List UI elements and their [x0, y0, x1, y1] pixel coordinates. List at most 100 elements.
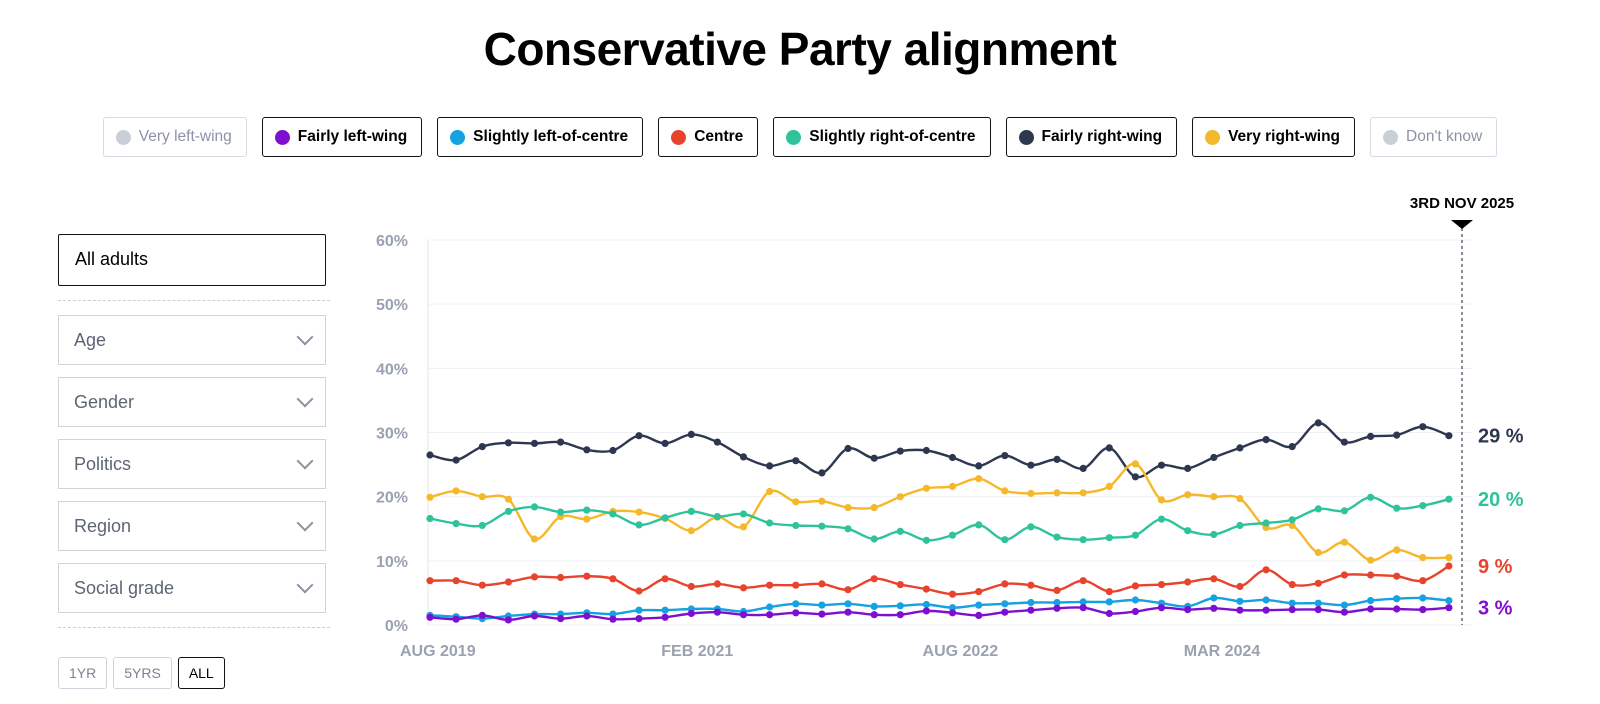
data-point [1262, 606, 1270, 614]
data-point [922, 446, 931, 455]
series-very-right-wing [426, 460, 1453, 564]
data-point [609, 615, 617, 623]
data-point [1340, 507, 1348, 515]
data-point [1079, 536, 1087, 544]
data-point [1367, 556, 1375, 564]
data-point [844, 586, 852, 594]
legend-toggle-slightly-right-of-centre[interactable]: Slightly right-of-centre [773, 117, 991, 157]
chevron-down-icon [296, 514, 314, 532]
data-point [948, 482, 957, 490]
data-point [896, 581, 904, 589]
data-point [1157, 461, 1166, 469]
data-point [713, 580, 722, 588]
y-tick-label: 0% [385, 618, 408, 635]
data-point [1001, 608, 1009, 616]
data-point [687, 582, 695, 591]
legend-label: Fairly left-wing [297, 128, 408, 145]
data-point [713, 438, 722, 446]
data-point [1419, 554, 1427, 562]
data-point [1157, 604, 1166, 612]
age-dropdown[interactable]: Age [58, 315, 326, 365]
data-point [1262, 519, 1270, 527]
data-point [922, 536, 931, 544]
data-point [504, 495, 512, 503]
data-point [1184, 491, 1192, 499]
data-point [975, 601, 983, 609]
data-point [1131, 473, 1139, 481]
data-point [896, 447, 904, 455]
legend-dot-icon [1205, 129, 1221, 145]
social-grade-dropdown[interactable]: Social grade [58, 563, 326, 613]
data-point [1340, 601, 1348, 609]
data-point [870, 602, 878, 611]
legend-label: Very left-wing [138, 128, 232, 145]
end-value-label: 29 % [1478, 426, 1524, 448]
data-point [975, 611, 983, 620]
legend-toggle-slightly-left-of-centre[interactable]: Slightly left-of-centre [437, 117, 644, 157]
data-point [1393, 605, 1401, 613]
legend-toggle-very-right-wing[interactable]: Very right-wing [1192, 117, 1356, 157]
all-adults-filter[interactable]: All adults [58, 234, 326, 286]
region-dropdown[interactable]: Region [58, 501, 326, 551]
data-point [1001, 452, 1009, 460]
data-point [792, 498, 800, 506]
data-point [661, 613, 669, 621]
data-point [713, 608, 722, 616]
legend-dot-icon [274, 129, 290, 145]
data-point [661, 514, 669, 522]
data-point [739, 611, 748, 619]
data-point [609, 575, 617, 583]
series-line [429, 462, 1449, 562]
legend-toggle-centre[interactable]: Centre [658, 117, 759, 157]
data-point [1157, 581, 1166, 589]
data-point [1262, 566, 1270, 574]
data-point [530, 573, 539, 581]
data-point [1236, 495, 1244, 503]
data-point [1157, 515, 1166, 523]
data-point [661, 575, 669, 583]
range-button-1yr[interactable]: 1YR [58, 657, 108, 689]
chevron-down-icon [296, 576, 314, 594]
data-point [1288, 606, 1296, 614]
data-point [1393, 595, 1401, 603]
range-button-5yrs[interactable]: 5YRS [113, 657, 172, 689]
data-point [504, 578, 512, 586]
data-point [635, 606, 643, 614]
end-value-label: 9 % [1478, 556, 1513, 578]
data-point [1367, 493, 1375, 501]
data-point [818, 610, 826, 618]
legend-toggle-fairly-left-wing[interactable]: Fairly left-wing [261, 117, 423, 157]
data-point [426, 577, 434, 585]
page-title: Conservative Party alignment [483, 23, 1117, 75]
data-point [1340, 538, 1348, 546]
politics-dropdown[interactable]: Politics [58, 439, 326, 489]
data-point [1367, 597, 1375, 605]
x-tick-label: AUG 2019 [400, 643, 476, 660]
range-button-all[interactable]: ALL [177, 657, 225, 689]
y-tick-label: 40% [376, 361, 408, 378]
data-point [583, 446, 591, 454]
data-point [1079, 604, 1087, 612]
data-point [1184, 602, 1192, 611]
data-point [1314, 505, 1322, 513]
data-point [818, 601, 826, 609]
x-tick-label: FEB 2021 [661, 643, 733, 660]
data-point [1157, 496, 1166, 504]
data-point [504, 612, 512, 620]
data-point [1105, 588, 1113, 596]
data-point [1079, 464, 1087, 472]
data-point [1445, 597, 1453, 605]
series-line [429, 496, 1450, 542]
data-point [452, 577, 460, 585]
filter-panel: All adults Age Gender Politics Region Social… [58, 234, 330, 642]
legend-toggle-don-t-know[interactable]: Don't know [1370, 117, 1498, 157]
data-point [975, 521, 983, 529]
dropdown-label: Politics [74, 453, 132, 474]
data-point [948, 453, 957, 462]
data-point [583, 515, 591, 523]
legend-toggle-fairly-right-wing[interactable]: Fairly right-wing [1005, 117, 1178, 157]
legend-toggle-very-left-wing[interactable]: Very left-wing [102, 117, 247, 157]
gender-dropdown[interactable]: Gender [58, 377, 326, 427]
series-line [429, 564, 1450, 596]
data-point [1445, 604, 1453, 612]
